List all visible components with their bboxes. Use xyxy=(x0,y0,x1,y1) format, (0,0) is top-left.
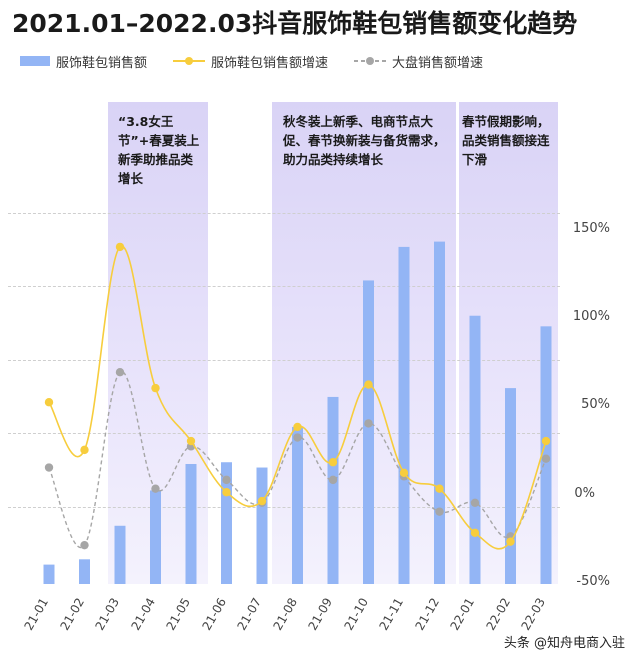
gridline xyxy=(8,433,560,434)
legend-bar-label: 服饰鞋包销售额 xyxy=(56,55,148,71)
legend: 服饰鞋包销售额 服饰鞋包销售额增速 大盘销售额增速 xyxy=(20,50,509,72)
apparel-growth-point-21-10 xyxy=(364,380,373,389)
legend-item-yellow: 服饰鞋包销售额增速 xyxy=(173,52,328,71)
bar-21-04 xyxy=(150,490,161,584)
apparel-growth-point-21-08 xyxy=(293,422,302,432)
market-growth-point-22-03 xyxy=(541,454,551,463)
annotation-spring-festival: 春节假期影响，品类销售额接连下滑 xyxy=(462,114,550,167)
y-tick-label: -50% xyxy=(576,574,610,589)
gridline xyxy=(8,507,560,508)
bar-21-07 xyxy=(256,467,268,584)
apparel-growth-point-21-03 xyxy=(115,242,125,252)
gridline xyxy=(8,286,560,287)
apparel-growth-point-21-11 xyxy=(399,468,409,478)
apparel-growth-point-21-02 xyxy=(80,445,89,455)
market-growth-point-21-08 xyxy=(293,433,302,442)
legend-yellow-swatch xyxy=(173,57,206,65)
legend-gray-swatch xyxy=(354,57,387,65)
market-growth-point-21-02 xyxy=(80,540,89,550)
annotation-autumn-winter: 秋冬装上新季、电商节点大促、春节换新装与备货需求，助力品类持续增长 xyxy=(283,114,446,167)
apparel-growth-point-21-05 xyxy=(186,436,196,446)
bar-21-01 xyxy=(43,564,55,584)
market-growth-point-21-06 xyxy=(222,475,231,485)
gridline xyxy=(8,360,560,361)
bar-21-08 xyxy=(292,426,303,584)
y-tick-label: 0% xyxy=(574,486,595,501)
bar-22-01 xyxy=(469,315,481,584)
bar-21-06 xyxy=(221,462,232,584)
market-growth-point-21-09 xyxy=(328,475,338,485)
market-growth-point-21-12 xyxy=(435,507,444,516)
bar-22-02 xyxy=(505,388,516,584)
legend-item-bar: 服饰鞋包销售额 xyxy=(20,52,147,71)
legend-item-gray: 大盘销售额增速 xyxy=(354,52,483,71)
y-tick-label: 150% xyxy=(572,221,610,236)
apparel-growth-point-22-03 xyxy=(541,436,551,446)
market-growth-point-21-04 xyxy=(151,484,160,493)
y-tick-label: 100% xyxy=(572,309,610,324)
legend-bar-swatch xyxy=(20,56,50,66)
bar-21-09 xyxy=(327,396,339,584)
chart-title: 2021.01–2022.03抖音服饰鞋包销售额变化趋势 xyxy=(12,9,578,38)
legend-yellow-label: 服饰鞋包销售额增速 xyxy=(211,55,329,71)
apparel-growth-point-21-04 xyxy=(151,383,160,393)
gridline xyxy=(8,213,560,214)
bar-21-12 xyxy=(434,241,445,585)
apparel-growth-point-22-01 xyxy=(470,528,480,538)
apparel-growth-point-21-01 xyxy=(44,398,54,407)
annotation-womens-day: “3.8女王节”+春夏装上新季助推品类增长 xyxy=(118,114,200,186)
legend-gray-label: 大盘销售额增速 xyxy=(392,55,484,71)
bar-21-02 xyxy=(79,559,90,584)
bar-21-10 xyxy=(363,280,374,584)
bar-21-05 xyxy=(185,463,197,584)
apparel-growth-point-22-02 xyxy=(506,537,515,546)
y-tick-label: 50% xyxy=(581,397,610,412)
market-growth-point-21-01 xyxy=(44,463,54,472)
apparel-growth-point-21-12 xyxy=(435,484,444,493)
watermark-footer: 头条 @知舟电商入驻 xyxy=(500,631,628,652)
market-growth-point-21-03 xyxy=(115,368,125,377)
market-growth-point-21-10 xyxy=(364,419,373,428)
apparel-growth-point-21-06 xyxy=(222,488,231,497)
bar-21-03 xyxy=(114,525,126,584)
market-growth-point-22-01 xyxy=(470,498,480,508)
apparel-growth-point-21-07 xyxy=(257,496,267,506)
bar-21-11 xyxy=(398,246,410,584)
apparel-growth-point-21-09 xyxy=(328,458,338,467)
